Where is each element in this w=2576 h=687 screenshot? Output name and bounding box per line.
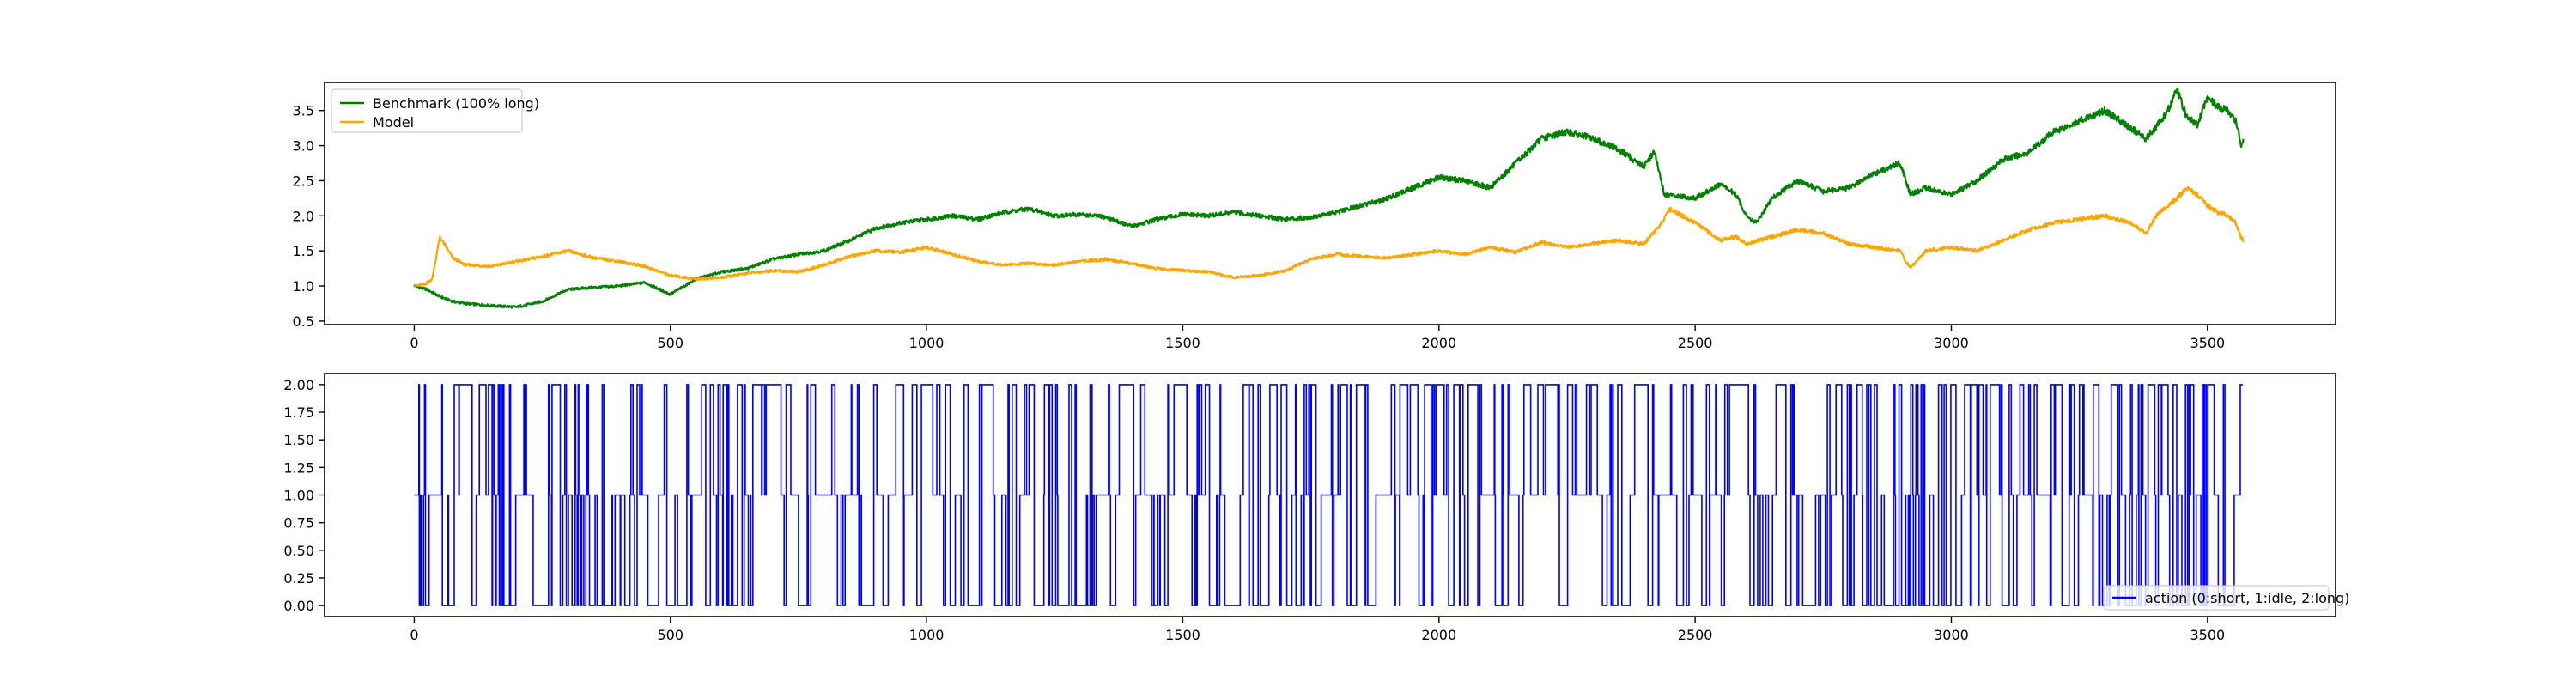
bottom-x-tick-label: 3000 [1934, 627, 1969, 643]
top-y-tick-label: 1.0 [293, 278, 314, 295]
bottom-y-tick-label: 0.25 [283, 570, 314, 587]
bottom-series-lines [414, 384, 2243, 606]
bottom-axes-frame [324, 373, 2336, 617]
top-y-tick-label: 1.5 [293, 243, 314, 259]
bottom-axis-ticks: 0 500 1000 1500 2000 2500 3000 3500 0.00 0.25 0.50… [283, 377, 2225, 643]
bottom-legend-box [2103, 585, 2330, 611]
top-y-tick-label: 2.5 [293, 173, 314, 189]
bottom-x-tick-label: 2500 [1678, 627, 1713, 643]
top-x-tick-label: 2500 [1678, 335, 1713, 351]
top-legend: Benchmark (100% long) Model [331, 88, 539, 133]
bottom-y-tick-label: 1.50 [283, 432, 314, 448]
top-x-tick-label: 0 [410, 335, 418, 351]
bottom-x-tick-label: 1000 [909, 627, 945, 643]
bottom-y-tick-label: 0.50 [283, 543, 314, 559]
top-x-tick-label: 3000 [1934, 335, 1969, 351]
top-series-lines [413, 87, 2245, 309]
bottom-x-tick-label: 0 [410, 627, 418, 643]
bottom-chart: 0 500 1000 1500 2000 2500 3000 3500 0.00 0.25 0.50… [283, 373, 2349, 643]
legend-label-model: Model [373, 114, 414, 131]
bottom-x-tick-label: 1500 [1165, 627, 1200, 643]
series-line-action [414, 384, 2243, 606]
bottom-x-tick-label: 3500 [2190, 627, 2225, 643]
bottom-y-tick-label: 1.75 [283, 404, 314, 421]
bottom-y-tick-label: 1.25 [283, 459, 314, 476]
top-chart: 0 500 1000 1500 2000 2500 3000 3500 0.5 1.0 1.5 2.0… [293, 82, 2336, 351]
series-line-benchmark [413, 87, 2245, 309]
top-x-tick-label: 500 [657, 335, 683, 351]
bottom-y-tick-label: 2.00 [283, 377, 314, 393]
bottom-legend: action (0:short, 1:idle, 2:long) [2103, 585, 2349, 611]
top-y-tick-label: 2.0 [293, 208, 314, 224]
top-axes-frame [324, 82, 2336, 325]
bottom-x-tick-label: 500 [657, 627, 683, 643]
top-x-tick-label: 2000 [1421, 335, 1456, 351]
top-legend-box [331, 88, 523, 133]
top-x-tick-label: 1500 [1165, 335, 1200, 351]
bottom-y-tick-label: 0.75 [283, 515, 314, 532]
top-x-tick-label: 3500 [2190, 335, 2225, 351]
bottom-x-tick-label: 2000 [1421, 627, 1456, 643]
legend-label-benchmark: Benchmark (100% long) [373, 95, 539, 112]
top-axis-ticks: 0 500 1000 1500 2000 2500 3000 3500 0.5 1.0 1.5 2.0… [293, 103, 2226, 351]
top-y-tick-label: 3.5 [293, 103, 314, 119]
legend-label-action: action (0:short, 1:idle, 2:long) [2145, 590, 2349, 606]
series-line-model [413, 185, 2245, 289]
top-y-tick-label: 3.0 [293, 138, 314, 155]
top-x-tick-label: 1000 [909, 335, 945, 351]
top-y-tick-label: 0.5 [293, 313, 314, 330]
bottom-y-tick-label: 0.00 [283, 598, 314, 614]
bottom-y-tick-label: 1.00 [283, 488, 314, 504]
